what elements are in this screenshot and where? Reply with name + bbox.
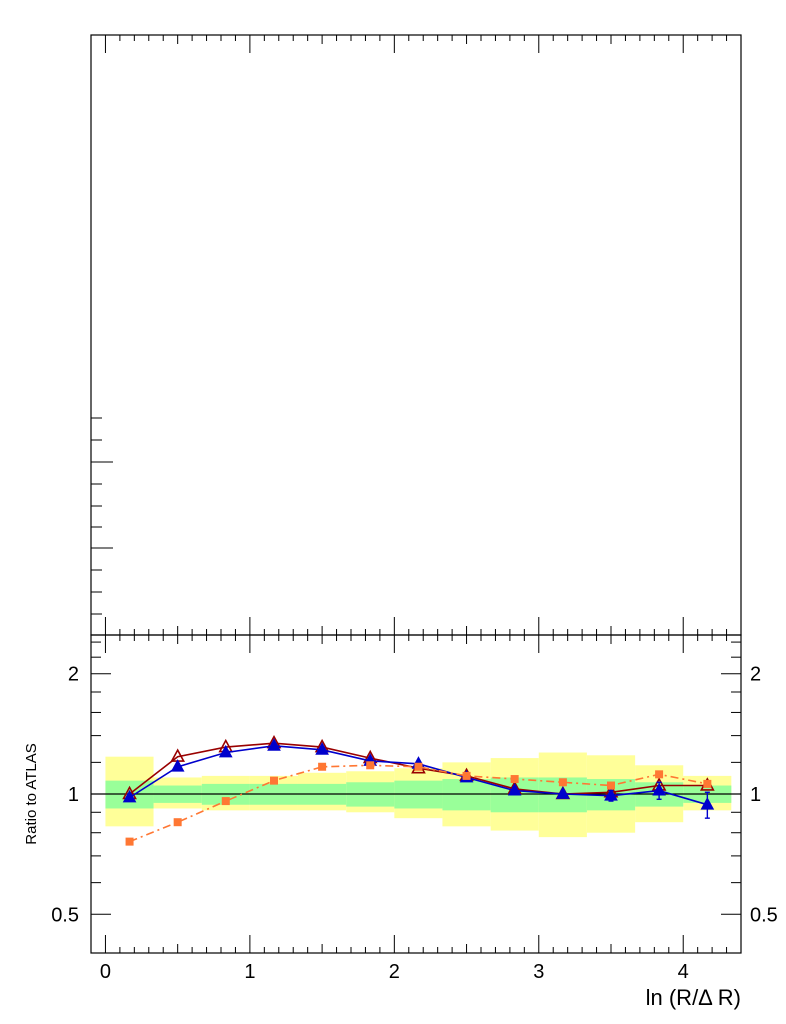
y-tick-label: 2: [68, 664, 79, 686]
data-point: [558, 778, 567, 787]
y-axis-title: Ratio to ATLAS: [23, 743, 40, 844]
tick-labels: 0 1 2 3 4 0.5 0.5 1 1 2 2: [51, 664, 778, 983]
upper-panel-frame: [90, 34, 742, 636]
data-point: [218, 744, 233, 758]
data-point: [267, 738, 281, 751]
data-point: [173, 818, 182, 827]
data-point: [315, 742, 329, 755]
y-tick-label: 1: [68, 784, 79, 806]
data-point: [122, 789, 137, 803]
series-layer: [122, 734, 715, 846]
data-point: [703, 779, 712, 788]
data-point: [652, 782, 666, 796]
upper-panel-ticks: [90, 35, 742, 635]
data-point: [655, 770, 664, 779]
x-axis-title: ln (R/Δ R): [646, 985, 741, 1010]
data-point: [556, 786, 570, 799]
ratio-panel: 0 1 2 3 4 0.5 0.5 1 1 2 2 ln (R/Δ R) Ratio to ATLA…: [23, 634, 778, 1010]
upper-panel: [90, 34, 742, 636]
data-point: [414, 762, 423, 771]
ratio-panel-ticks: [90, 635, 742, 953]
x-tick-label: 0: [100, 961, 111, 983]
x-tick-label: 2: [389, 961, 400, 983]
data-point: [604, 788, 618, 801]
data-point: [170, 759, 185, 772]
x-tick-label: 3: [533, 961, 544, 983]
y-tick-label-right: 1: [750, 784, 761, 806]
y-tick-label-right: 2: [750, 664, 761, 686]
data-point: [462, 771, 471, 780]
data-point: [607, 781, 615, 790]
data-point: [510, 775, 519, 784]
x-tick-label: 4: [678, 961, 689, 983]
inner-band-bin: [442, 779, 491, 811]
data-point: [366, 761, 375, 770]
y-tick-label: 0.5: [51, 904, 79, 926]
data-point: [125, 837, 134, 846]
data-point: [221, 797, 230, 806]
series-2: [125, 761, 712, 846]
data-point: [270, 776, 279, 785]
data-point: [507, 782, 522, 796]
data-point: [700, 797, 715, 810]
y-tick-label-right: 0.5: [750, 904, 778, 926]
x-tick-label: 1: [244, 961, 255, 983]
data-point: [318, 762, 327, 771]
